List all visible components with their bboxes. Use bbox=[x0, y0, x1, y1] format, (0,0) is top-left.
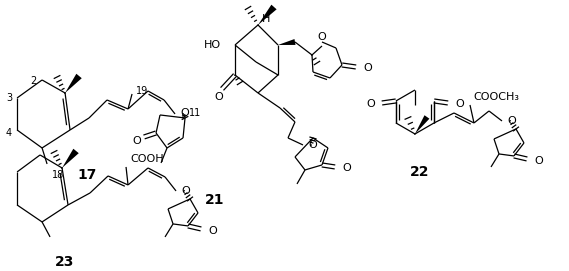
Text: O: O bbox=[366, 99, 375, 109]
Text: H: H bbox=[262, 14, 270, 24]
Text: 3: 3 bbox=[6, 93, 12, 103]
Text: 17: 17 bbox=[77, 168, 97, 182]
Text: O: O bbox=[318, 32, 327, 42]
Text: O: O bbox=[534, 156, 543, 166]
Text: 11: 11 bbox=[189, 108, 201, 118]
Text: COOCH₃: COOCH₃ bbox=[473, 92, 519, 102]
Text: 4: 4 bbox=[6, 128, 12, 138]
Text: 21: 21 bbox=[205, 193, 225, 207]
Polygon shape bbox=[278, 39, 295, 45]
Text: COOH: COOH bbox=[130, 154, 164, 164]
Text: 19: 19 bbox=[136, 86, 149, 96]
Text: O: O bbox=[342, 163, 351, 173]
Polygon shape bbox=[62, 149, 79, 168]
Text: 22: 22 bbox=[410, 165, 430, 179]
Text: O: O bbox=[507, 116, 516, 126]
Text: O: O bbox=[308, 140, 317, 150]
Polygon shape bbox=[258, 5, 277, 25]
Text: O: O bbox=[208, 226, 217, 236]
Text: O: O bbox=[133, 136, 142, 146]
Text: O: O bbox=[180, 108, 189, 118]
Text: HO: HO bbox=[204, 40, 221, 50]
Polygon shape bbox=[415, 115, 430, 134]
Text: 2: 2 bbox=[30, 76, 36, 86]
Text: 18: 18 bbox=[52, 170, 64, 180]
Text: O: O bbox=[363, 63, 372, 73]
Text: 23: 23 bbox=[55, 255, 75, 269]
Text: O: O bbox=[455, 99, 464, 109]
Text: O: O bbox=[215, 92, 224, 102]
Polygon shape bbox=[65, 74, 82, 93]
Text: O: O bbox=[181, 186, 190, 196]
